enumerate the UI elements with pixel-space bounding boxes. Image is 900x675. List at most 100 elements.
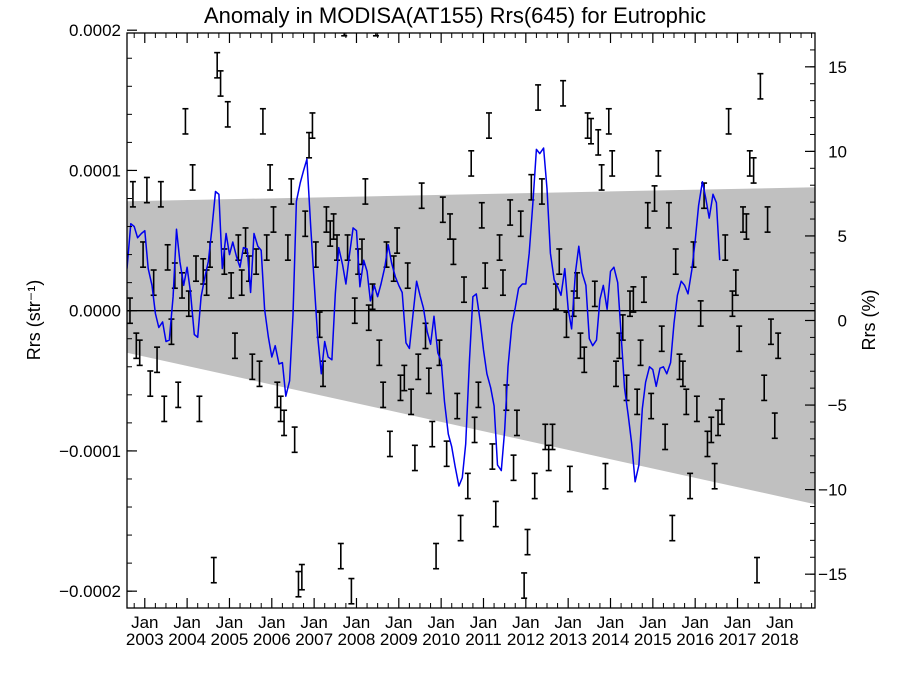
observation-point <box>566 465 573 493</box>
observation-point <box>704 430 711 458</box>
x-tick-label-month: Jan <box>258 613 285 632</box>
observation-point <box>655 150 662 177</box>
observation-point <box>771 412 778 440</box>
observation-point <box>722 234 729 261</box>
x-tick-label-year: 2003 <box>126 630 164 649</box>
observation-point <box>535 84 542 111</box>
observation-point <box>253 248 260 276</box>
observation-point <box>584 112 591 139</box>
y-axis-label-left: Rrs (str⁻¹) <box>24 280 44 360</box>
observation-point <box>404 262 411 290</box>
observation-point <box>715 409 722 437</box>
observation-point <box>457 514 464 542</box>
x-tick-label-year: 2010 <box>422 630 460 649</box>
x-tick-label-month: Jan <box>724 613 751 632</box>
observation-point <box>545 444 552 472</box>
y-right-tick-label: 10 <box>828 142 847 161</box>
observation-point <box>418 182 425 210</box>
observation-point <box>274 381 281 409</box>
observation-point <box>693 395 700 423</box>
x-tick-label-month: Jan <box>131 613 158 632</box>
observation-point <box>542 423 549 451</box>
observation-point <box>333 234 340 261</box>
observation-point <box>482 262 489 290</box>
observation-point <box>147 370 154 398</box>
observation-point <box>362 178 369 205</box>
x-tick-label-year: 2006 <box>253 630 291 649</box>
observation-point <box>397 374 404 402</box>
plot-area <box>127 33 815 605</box>
observation-point <box>408 388 415 416</box>
observation-point <box>284 234 291 261</box>
observation-point <box>588 117 595 145</box>
observation-point <box>439 196 446 224</box>
x-tick-label-year: 2017 <box>719 630 757 649</box>
observation-point <box>531 472 538 500</box>
observation-point <box>344 234 351 261</box>
observation-point <box>637 339 644 367</box>
observation-point <box>365 304 372 332</box>
x-tick-label-month: Jan <box>427 613 454 632</box>
observation-point <box>210 556 217 584</box>
x-tick-label-month: Jan <box>554 613 581 632</box>
observation-point <box>591 280 598 308</box>
y-right-tick-label: 15 <box>828 58 847 77</box>
observation-point <box>708 416 715 444</box>
chart-title: Anomaly in MODISA(AT155) Rrs(645) for Eu… <box>204 3 706 28</box>
y-axis-label-right: Rrs (%) <box>859 290 879 351</box>
observation-point <box>228 272 235 299</box>
x-tick-label-month: Jan <box>681 613 708 632</box>
observation-point <box>605 107 612 135</box>
x-tick-label-year: 2005 <box>211 630 249 649</box>
y-right-tick-label: −5 <box>828 396 847 415</box>
observation-point <box>732 269 739 297</box>
observation-point <box>376 339 383 367</box>
observation-point <box>517 210 524 238</box>
observation-point <box>626 290 633 318</box>
observation-point <box>560 79 567 107</box>
observation-point <box>602 462 609 490</box>
observation-point <box>461 276 468 304</box>
observation-point <box>386 430 393 458</box>
observation-point <box>740 206 747 233</box>
x-tick-label-month: Jan <box>385 613 412 632</box>
observation-point <box>729 290 736 318</box>
observation-point <box>369 283 376 311</box>
observation-point <box>761 374 768 402</box>
x-tick-label-year: 2015 <box>634 630 672 649</box>
observation-point <box>288 178 295 205</box>
observation-point <box>157 180 164 208</box>
observation-point <box>277 395 284 423</box>
y-left-tick-label: 0.0000 <box>69 302 121 321</box>
x-tick-label-month: Jan <box>639 613 666 632</box>
x-tick-label-year: 2007 <box>295 630 333 649</box>
observation-point <box>443 440 450 468</box>
observation-point <box>224 100 231 128</box>
observation-point <box>306 131 313 159</box>
observation-point <box>450 238 457 266</box>
observation-point <box>182 107 189 135</box>
observation-point <box>651 185 658 212</box>
observation-point <box>267 164 274 191</box>
observation-point <box>750 157 757 184</box>
x-tick-label-year: 2013 <box>549 630 587 649</box>
observation-point <box>464 472 471 500</box>
observation-point <box>214 51 221 79</box>
observation-point <box>746 150 753 177</box>
observation-point <box>640 276 647 304</box>
x-tick-label-year: 2018 <box>761 630 799 649</box>
observation-point <box>753 556 760 584</box>
plot-inner <box>127 33 815 605</box>
observation-point <box>298 563 305 591</box>
observation-point <box>644 201 651 229</box>
observation-point <box>725 107 732 135</box>
observation-point <box>323 206 330 233</box>
axes: 0.0002 0.0001 0.0000 −0.0001 −0.0002 15 10 5 0 −5… <box>59 21 847 649</box>
observation-point <box>238 269 245 297</box>
observation-point <box>429 420 436 448</box>
observation-point <box>454 392 461 420</box>
x-tick-label-month: Jan <box>343 613 370 632</box>
observation-point <box>736 325 743 353</box>
observation-point <box>492 500 499 528</box>
